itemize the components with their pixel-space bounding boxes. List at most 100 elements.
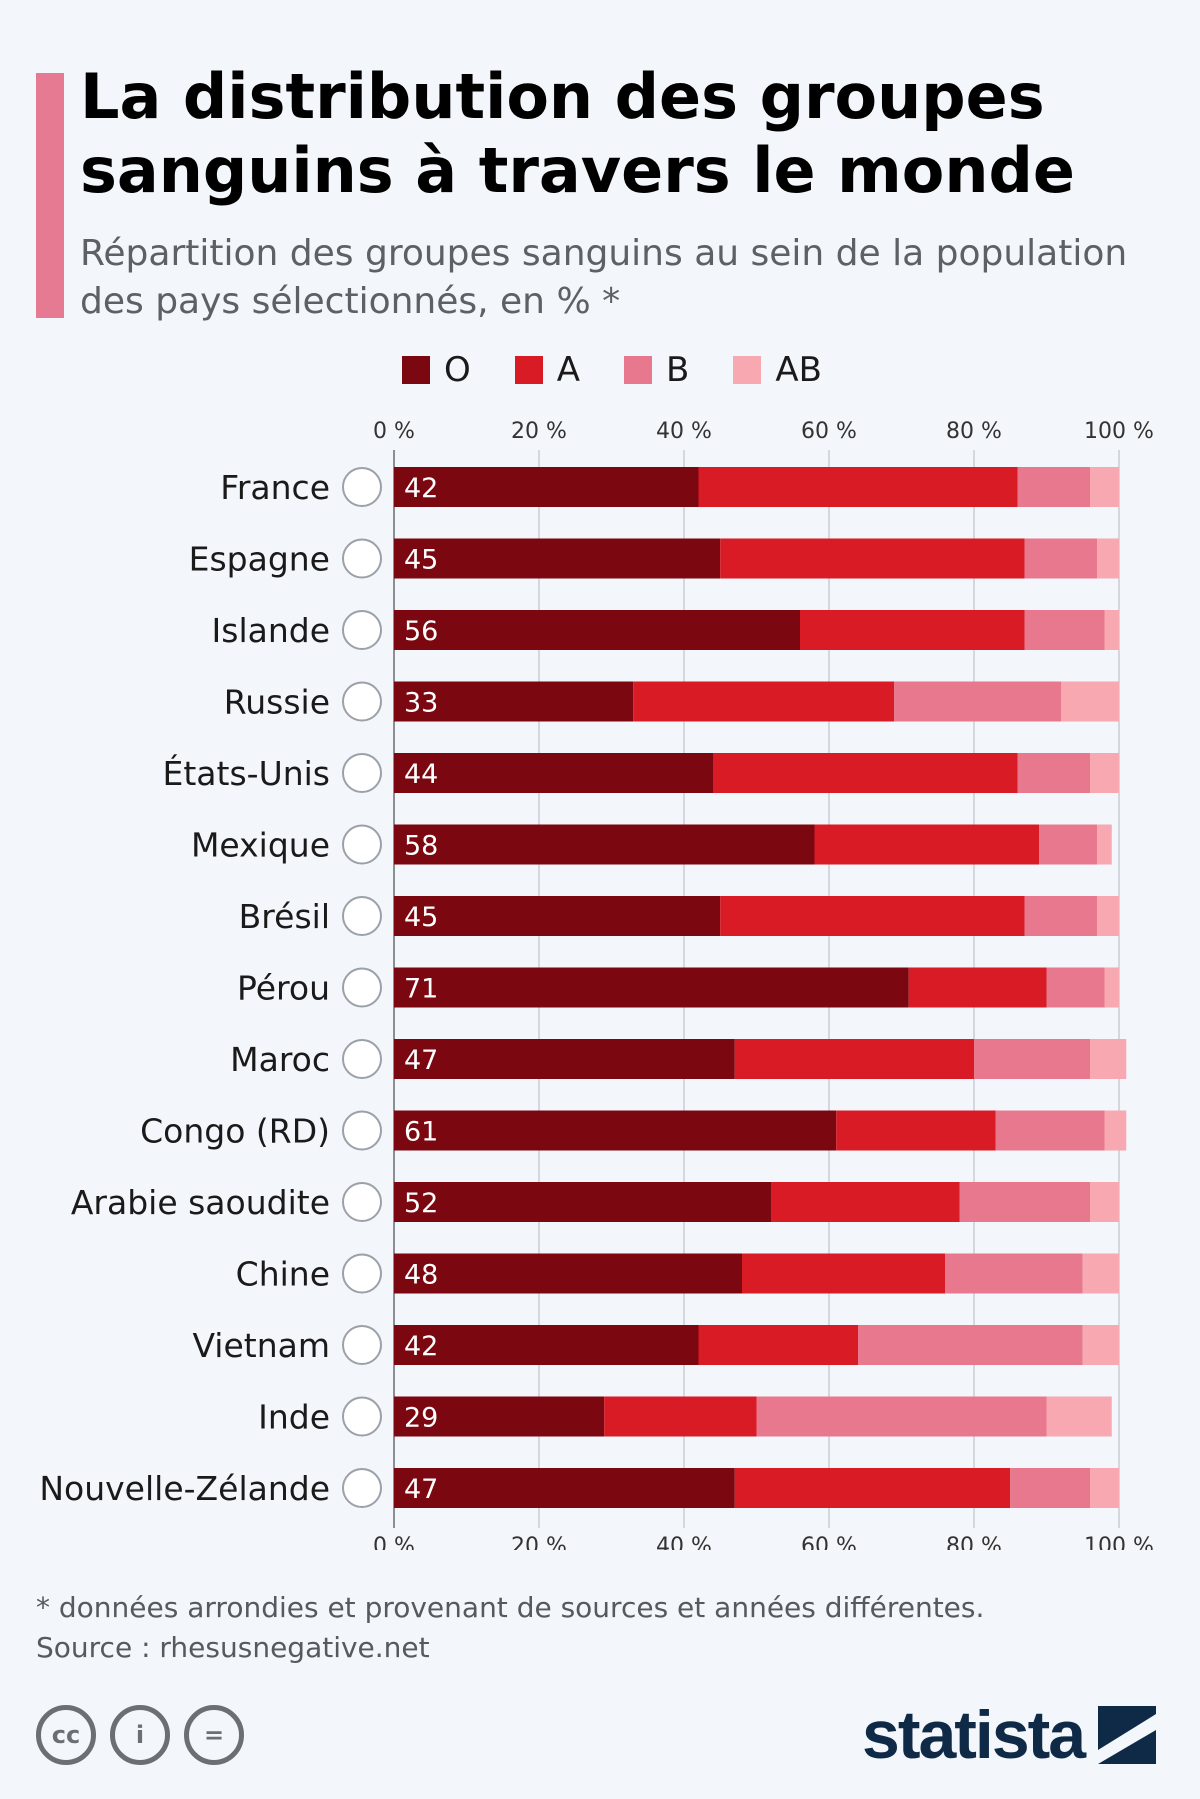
data-label: 52	[404, 1188, 438, 1219]
flag-icon	[342, 896, 382, 936]
legend-item-o: O	[402, 350, 471, 390]
data-label: 71	[404, 974, 438, 1005]
bar-a	[698, 1325, 858, 1365]
statista-logo[interactable]: statista	[862, 1696, 1157, 1774]
bar-o	[394, 538, 721, 579]
bar-b	[945, 1253, 1083, 1294]
bar-ab	[1046, 1396, 1112, 1437]
data-label: 44	[404, 759, 438, 790]
page-title: La distribution des groupes sanguins à t…	[80, 60, 1170, 208]
data-label: 42	[404, 1331, 438, 1362]
bar-o	[394, 1325, 699, 1365]
bar-b	[1017, 753, 1090, 793]
flag-icon	[342, 753, 382, 793]
bar-ab	[1104, 1110, 1127, 1151]
category-label: Pérou	[237, 969, 330, 1008]
bar-a	[771, 1182, 960, 1222]
flag-icon	[342, 1182, 382, 1222]
footnote-note: * données arrondies et provenant de sour…	[36, 1591, 985, 1624]
bar-o	[394, 1253, 742, 1294]
data-label: 42	[404, 473, 438, 504]
flag-icon	[342, 1468, 382, 1508]
bar-b	[1017, 467, 1090, 507]
bar-ab	[1090, 753, 1119, 793]
legend-swatch	[624, 356, 653, 384]
bar-a	[720, 538, 1025, 579]
bar-ab	[1090, 1468, 1119, 1508]
flag-icon	[342, 1039, 382, 1079]
flag-icon	[342, 467, 382, 507]
bar-o	[394, 753, 713, 793]
subtitle-line-2: des pays sélectionnés, en % *	[80, 281, 621, 322]
category-label: Arabie saoudite	[71, 1183, 330, 1222]
stacked-bar-chart: 0 % 0 % 20 % 20 % 40 % 40 % 60 % 60 % 80 % 80 % 10…	[39, 419, 1154, 1550]
legend-swatch	[733, 356, 762, 384]
tick-label-top: 80 %	[946, 419, 1002, 444]
bar-ab	[1090, 467, 1119, 507]
data-label: 56	[404, 616, 438, 647]
category-label: Chine	[236, 1255, 330, 1294]
bar-o	[394, 1039, 735, 1079]
bar-a	[836, 1110, 996, 1151]
tick-label-top: 100 %	[1084, 419, 1154, 444]
bar-b	[974, 1039, 1090, 1079]
bar-b	[756, 1396, 1047, 1437]
category-label: États-Unis	[163, 753, 330, 793]
legend-label: AB	[775, 350, 822, 390]
legend: O A B AB	[402, 350, 866, 390]
data-label: 48	[404, 1260, 438, 1291]
category-label: Congo (RD)	[140, 1112, 330, 1151]
subtitle-line-1: Répartition des groupes sanguins au sein…	[80, 233, 1128, 274]
flag-icon	[342, 681, 382, 722]
bar-ab	[1104, 610, 1119, 650]
flag-icon	[342, 538, 382, 579]
category-label: Russie	[224, 683, 330, 722]
bar-a	[908, 967, 1047, 1008]
bar-a	[742, 1253, 945, 1294]
tick-label-bottom: 80 %	[946, 1534, 1002, 1550]
tick-label-bottom: 60 %	[801, 1534, 857, 1550]
bar-a	[604, 1396, 757, 1437]
bar-o	[394, 1110, 837, 1151]
bar-o	[394, 681, 634, 722]
category-label: Nouvelle-Zélande	[39, 1469, 330, 1508]
legend-label: A	[556, 350, 581, 390]
bar-o	[394, 1396, 605, 1437]
tick-label-bottom: 100 %	[1084, 1534, 1154, 1550]
bar-b	[1010, 1468, 1090, 1508]
bar-o	[394, 824, 815, 865]
category-label: Islande	[212, 611, 330, 650]
flag-icon	[342, 1253, 382, 1294]
attribution-icon[interactable]: i	[110, 1705, 170, 1765]
legend-label: B	[666, 350, 690, 390]
bar-b	[1039, 824, 1098, 865]
tick-label-bottom: 0 %	[373, 1534, 415, 1550]
subtitle: Répartition des groupes sanguins au sein…	[80, 230, 1170, 326]
category-label: France	[220, 468, 330, 507]
bar-o	[394, 1468, 735, 1508]
bar-b	[1024, 610, 1105, 650]
bar-ab	[1104, 967, 1119, 1008]
tick-label-top: 0 %	[373, 419, 415, 444]
bar-o	[394, 1182, 771, 1222]
bar-o	[394, 610, 800, 650]
bar-a	[698, 467, 1018, 507]
bar-ab	[1061, 681, 1119, 722]
bar-a	[720, 896, 1025, 936]
bar-b	[1046, 967, 1105, 1008]
no-derivatives-icon[interactable]: =	[184, 1705, 244, 1765]
title-line-1: La distribution des groupes	[80, 60, 1045, 133]
legend-item-a: A	[514, 350, 581, 390]
bar-b	[995, 1110, 1105, 1151]
legend-item-b: B	[624, 350, 689, 390]
flag-icon	[342, 967, 382, 1008]
bar-ab	[1082, 1253, 1119, 1294]
category-label: Inde	[258, 1398, 330, 1437]
bar-a	[734, 1039, 974, 1079]
bar-ab	[1097, 824, 1112, 865]
bar-b	[1024, 538, 1098, 579]
cc-icon[interactable]: cc	[36, 1705, 96, 1765]
bar-o	[394, 967, 909, 1008]
tick-label-bottom: 40 %	[656, 1534, 712, 1550]
legend-label: O	[444, 350, 471, 390]
